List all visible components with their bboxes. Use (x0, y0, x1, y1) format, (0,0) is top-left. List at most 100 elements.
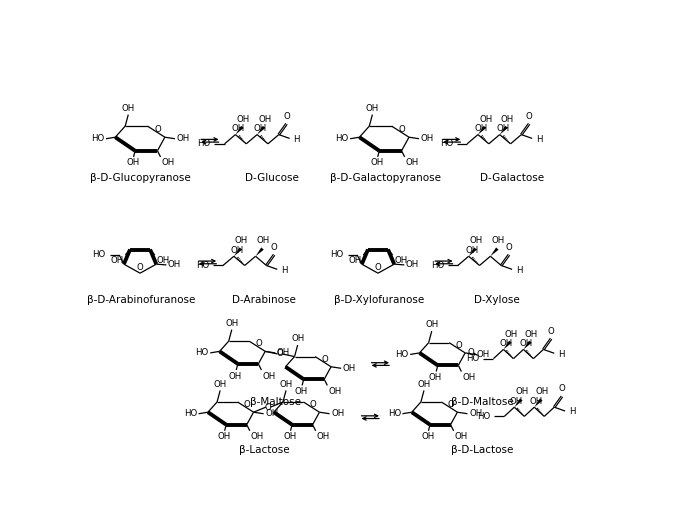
Text: OH: OH (421, 134, 434, 143)
Text: OH: OH (262, 372, 275, 380)
Text: H: H (281, 266, 287, 274)
Text: O: O (375, 263, 382, 272)
Text: OH: OH (366, 104, 379, 113)
Text: β-D-Glucopyranose: β-D-Glucopyranose (89, 174, 190, 183)
Text: OH: OH (421, 432, 434, 441)
Text: O: O (154, 125, 161, 134)
Polygon shape (478, 126, 487, 135)
Text: OH: OH (225, 319, 238, 328)
Text: OH: OH (213, 380, 226, 389)
Text: OH: OH (394, 257, 408, 265)
Text: O: O (310, 400, 317, 409)
Text: β-Maltose: β-Maltose (250, 397, 301, 407)
Text: OH: OH (277, 348, 290, 357)
Text: O: O (526, 112, 533, 121)
Text: OH: OH (168, 261, 181, 269)
Text: OH: OH (496, 124, 510, 133)
Text: OH: OH (470, 237, 483, 245)
Text: OH: OH (258, 115, 271, 124)
Text: OH: OH (417, 380, 431, 389)
Text: HO: HO (92, 250, 106, 260)
Text: OH: OH (469, 409, 482, 418)
Text: β-Lactose: β-Lactose (239, 445, 289, 455)
Text: O: O (447, 400, 454, 409)
Text: OH: OH (479, 115, 492, 124)
Text: O: O (505, 243, 512, 251)
Text: β-D-Arabinofuranose: β-D-Arabinofuranose (87, 295, 196, 305)
Text: D-Glucose: D-Glucose (245, 174, 298, 183)
Text: OH: OH (499, 339, 512, 348)
Text: O: O (255, 339, 262, 349)
Polygon shape (524, 340, 532, 349)
Text: O: O (559, 385, 565, 393)
Polygon shape (234, 247, 242, 256)
Text: OH: OH (500, 115, 514, 124)
Text: OH: OH (328, 387, 341, 396)
Text: OH: OH (157, 257, 170, 265)
Polygon shape (257, 126, 266, 135)
Text: OH: OH (231, 246, 243, 254)
Text: OH: OH (428, 373, 442, 382)
Text: OH: OH (295, 387, 308, 396)
Text: OH: OH (232, 124, 245, 133)
Text: OH: OH (454, 432, 468, 441)
Text: HO: HO (388, 409, 401, 418)
Polygon shape (503, 340, 512, 349)
Text: OH: OH (425, 321, 438, 330)
Text: D-Xylose: D-Xylose (474, 295, 519, 305)
Text: H: H (516, 266, 522, 274)
Polygon shape (468, 247, 477, 256)
Text: OH: OH (291, 334, 304, 344)
Text: O: O (548, 327, 554, 335)
Text: OH: OH (349, 257, 362, 265)
Text: H: H (294, 135, 300, 144)
Text: OH: OH (535, 388, 549, 396)
Text: O: O (244, 400, 250, 409)
Text: OH: OH (524, 330, 538, 338)
Text: OH: OH (229, 372, 242, 380)
Text: O: O (265, 402, 272, 412)
Text: OH: OH (462, 373, 475, 382)
Text: OH: OH (280, 380, 293, 389)
Polygon shape (236, 126, 244, 135)
Text: OH: OH (405, 158, 419, 167)
Text: O: O (455, 341, 462, 350)
Text: O: O (283, 112, 290, 121)
Text: HO: HO (196, 348, 209, 357)
Text: OH: OH (465, 246, 478, 254)
Text: OH: OH (530, 397, 543, 406)
Text: OH: OH (491, 237, 505, 245)
Text: O: O (398, 125, 405, 134)
Text: OH: OH (235, 237, 248, 245)
Text: O: O (322, 355, 328, 364)
Text: O: O (468, 348, 475, 357)
Text: HO: HO (184, 409, 197, 418)
Text: HO: HO (196, 261, 209, 270)
Text: H: H (569, 407, 575, 416)
Text: OH: OH (475, 124, 488, 133)
Text: OH: OH (257, 237, 270, 245)
Text: OH: OH (515, 388, 528, 396)
Text: OH: OH (283, 432, 296, 441)
Text: OH: OH (265, 409, 278, 418)
Text: OH: OH (477, 350, 490, 359)
Text: OH: OH (217, 432, 231, 441)
Text: OH: OH (177, 134, 189, 143)
Polygon shape (500, 126, 508, 135)
Text: HO: HO (477, 412, 491, 421)
Text: β-D-Maltose: β-D-Maltose (452, 397, 514, 407)
Text: OH: OH (505, 330, 518, 338)
Polygon shape (256, 247, 264, 256)
Text: HO: HO (197, 139, 210, 148)
Text: O: O (271, 243, 278, 251)
Text: OH: OH (370, 158, 384, 167)
Text: OH: OH (161, 158, 175, 167)
Text: H: H (536, 135, 542, 144)
Text: OH: OH (122, 104, 135, 113)
Text: OH: OH (254, 124, 267, 133)
Text: HO: HO (466, 354, 480, 363)
Text: OH: OH (317, 432, 330, 441)
Polygon shape (491, 247, 498, 256)
Text: HO: HO (330, 250, 343, 260)
Text: OH: OH (126, 158, 139, 167)
